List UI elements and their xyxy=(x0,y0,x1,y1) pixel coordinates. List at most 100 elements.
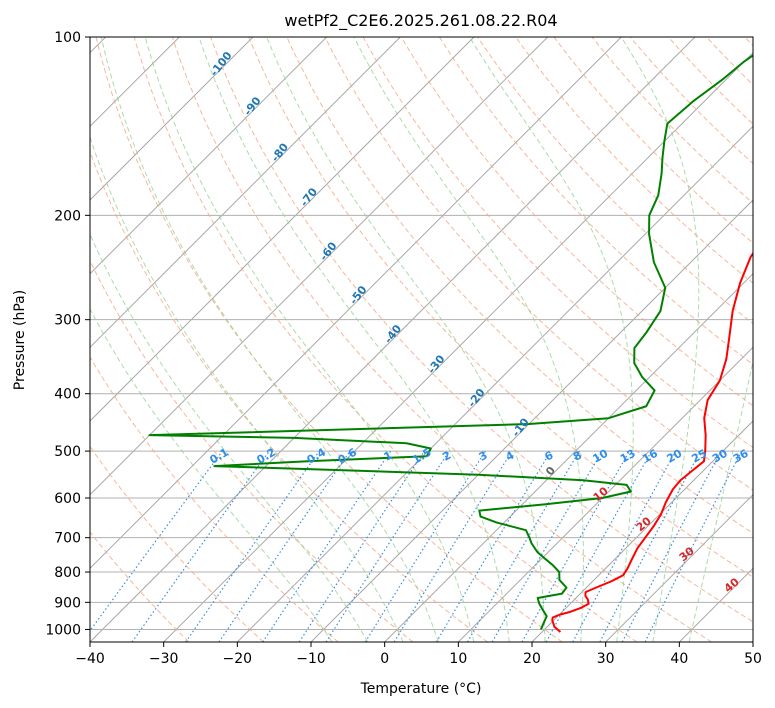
isotherm xyxy=(90,37,549,496)
dry-adiabat-label: -90 xyxy=(241,94,264,118)
dry-adiabat xyxy=(744,37,753,47)
isotherm xyxy=(605,493,753,642)
mixing-ratio-line xyxy=(218,450,351,642)
mixing-ratio-line xyxy=(521,450,631,642)
dry-adiabat xyxy=(210,37,753,623)
dry-adiabat-label: -70 xyxy=(298,185,321,209)
mixing-ratio-line xyxy=(90,450,223,632)
plot-frame xyxy=(89,36,754,643)
mixing-ratio-label: 16 xyxy=(640,447,660,466)
x-tick-label: −40 xyxy=(75,651,105,667)
moist-adiabat xyxy=(266,37,546,642)
y-tick-label: 700 xyxy=(54,531,81,547)
dry-adiabat xyxy=(90,259,414,642)
tick-layer: −40 −30 −20 −10 0 10 20 30 40 50 100 200 300 400 500 60… xyxy=(45,30,762,667)
mixing-ratio-line xyxy=(325,450,450,642)
dry-adiabat xyxy=(706,37,753,86)
mixing-ratio-label: 13 xyxy=(618,447,638,466)
temperature-profile-line xyxy=(551,251,753,633)
isotherm xyxy=(163,51,753,642)
x-tick-label: −30 xyxy=(149,651,179,667)
dry-adiabat-label: -100 xyxy=(207,49,234,79)
x-tick-label: 50 xyxy=(744,651,762,667)
mixing-ratio-label: 20 xyxy=(665,447,685,466)
moist-adiabat-label: 40 xyxy=(722,575,742,595)
mixing-ratio-line xyxy=(644,450,743,642)
dry-adiabat xyxy=(90,150,488,642)
x-tick-label: 40 xyxy=(670,651,688,667)
y-tick-label: 800 xyxy=(54,565,81,581)
dry-adiabat xyxy=(95,37,563,642)
isotherm xyxy=(90,37,622,570)
x-axis-label: Temperature (°C) xyxy=(360,681,482,697)
isotherm xyxy=(90,37,401,349)
moist-adiabat xyxy=(90,135,404,642)
dry-adiabat xyxy=(553,37,753,244)
isotherm xyxy=(384,272,753,642)
moist-adiabat xyxy=(144,37,475,642)
dry-adiabat-label: -50 xyxy=(347,283,370,307)
x-tick-label: 30 xyxy=(597,651,615,667)
mixing-ratio-label: 10 xyxy=(591,447,611,466)
x-tick-label: 10 xyxy=(449,651,467,667)
y-axis-label: Pressure (hPa) xyxy=(12,290,28,390)
x-tick-label: −10 xyxy=(296,651,326,667)
dry-adiabat xyxy=(362,37,753,449)
mixing-ratio-label: 36 xyxy=(731,447,751,466)
y-tick-label: 600 xyxy=(54,491,81,507)
dry-adiabat xyxy=(171,37,712,642)
grid-layer xyxy=(90,37,753,642)
mixing-ratio-line xyxy=(545,450,653,642)
dry-adiabat xyxy=(439,37,753,366)
isotherm xyxy=(90,37,254,201)
isotherm xyxy=(752,641,753,642)
y-tick-label: 200 xyxy=(54,208,81,224)
mixing-ratio-line xyxy=(572,450,677,642)
mixing-ratio-line xyxy=(621,450,722,642)
x-tick-label: 0 xyxy=(380,651,389,667)
moist-adiabat xyxy=(620,37,700,642)
mixing-ratio-label: 0.6 xyxy=(336,445,360,466)
dry-adiabat-label: -40 xyxy=(382,322,405,346)
dry-adiabat xyxy=(90,531,190,642)
dry-adiabat xyxy=(477,37,753,325)
dry-adiabat xyxy=(90,356,339,642)
mixing-ratio-line xyxy=(262,450,392,642)
dry-adiabat-label: -80 xyxy=(269,140,292,164)
moist-adiabat xyxy=(90,308,333,642)
isotherm xyxy=(90,37,696,642)
mixing-ratio-line xyxy=(298,450,425,642)
dry-adiabat xyxy=(324,37,753,491)
y-tick-label: 100 xyxy=(54,30,81,46)
dry-adiabat-label: -60 xyxy=(317,239,340,263)
y-tick-label: 300 xyxy=(54,313,81,329)
dry-adiabat xyxy=(248,37,753,578)
y-tick-label: 500 xyxy=(54,444,81,460)
dry-adiabat xyxy=(400,37,753,407)
moist-adiabat xyxy=(198,37,510,642)
y-tick-label: 900 xyxy=(54,595,81,611)
moist-adiabat xyxy=(688,358,753,642)
moist-adiabat-label: 30 xyxy=(677,544,697,564)
moist-adiabat xyxy=(100,37,439,642)
mixing-ratio-line xyxy=(131,450,270,642)
moist-adiabat xyxy=(90,233,369,642)
x-tick-label: 20 xyxy=(523,651,541,667)
dry-adiabat xyxy=(90,445,264,642)
isotherm xyxy=(90,37,328,275)
isotherm xyxy=(457,346,753,642)
mixing-ratio-label: 0.1 xyxy=(207,446,230,467)
dry-adiabat-label: -30 xyxy=(425,352,448,376)
mixing-ratio-line xyxy=(185,450,320,642)
isotherm xyxy=(236,125,753,642)
isotherm xyxy=(90,37,475,422)
mixing-ratio-line xyxy=(393,450,513,642)
y-tick-label: 1000 xyxy=(45,622,81,638)
moist-adiabat xyxy=(469,37,634,642)
dry-adiabat-label: -20 xyxy=(465,386,488,410)
x-tick-label: −20 xyxy=(223,651,253,667)
isotherm xyxy=(310,199,753,642)
isotherm xyxy=(531,420,753,642)
dry-adiabat-label: -10 xyxy=(509,415,532,439)
